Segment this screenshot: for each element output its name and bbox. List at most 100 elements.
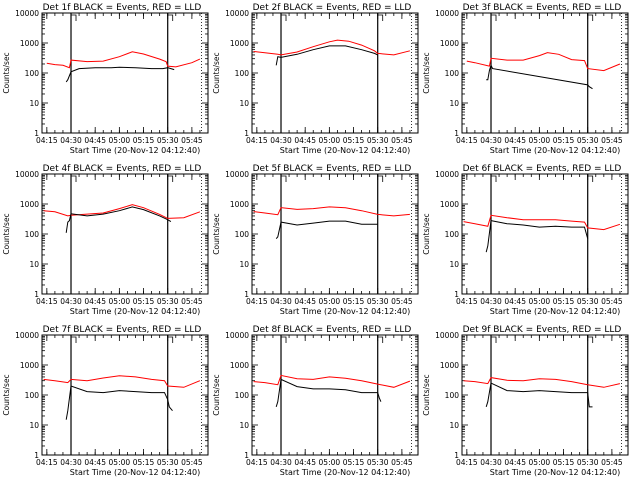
series-line-events (275, 378, 382, 408)
y-tick-label: 100 (25, 69, 40, 78)
y-tick-label: 10000 (225, 170, 249, 179)
marker-flag (167, 14, 174, 21)
y-tick-label: 10 (29, 421, 39, 430)
series-line-events (65, 206, 172, 233)
y-tick-label: 10 (449, 421, 459, 430)
marker-flag (377, 336, 384, 343)
x-tick-label: 05:00 (319, 458, 341, 467)
y-tick-label: 10000 (435, 9, 459, 18)
x-tick-label: 05:30 (577, 458, 599, 467)
plot-frame (41, 173, 209, 295)
x-tick-label: 05:45 (181, 458, 203, 467)
series-line-events (485, 382, 593, 408)
series-line-lld (463, 214, 621, 231)
y-tick-label: 10 (29, 260, 39, 269)
y-tick-label: 1000 (440, 200, 459, 209)
y-tick-label: 1 (34, 451, 39, 460)
plot-frame (461, 173, 629, 295)
x-tick-label: 05:00 (319, 297, 341, 306)
x-tick-label: 05:45 (391, 458, 413, 467)
x-tick-label: 04:15 (36, 297, 58, 306)
y-tick-label: 100 (445, 391, 460, 400)
x-tick-label: 05:30 (367, 297, 389, 306)
y-tick-label: 1000 (440, 361, 459, 370)
x-tick-label: 04:45 (504, 136, 526, 145)
y-axis-label: Counts/sec (2, 213, 11, 254)
x-tick-label: 04:45 (504, 297, 526, 306)
x-tick-label: 05:15 (133, 297, 155, 306)
y-tick-label: 10 (29, 99, 39, 108)
x-axis-label: Start Time (20-Nov-12 04:12:40) (70, 468, 200, 477)
panel-title: Det 9f BLACK = Events, RED = LLD (463, 325, 622, 335)
marker-flag (491, 14, 497, 21)
x-tick-label: 04:30 (60, 136, 82, 145)
x-tick-label: 04:30 (270, 458, 292, 467)
y-axis-label: Counts/sec (2, 52, 11, 93)
x-tick-label: 05:45 (601, 297, 623, 306)
x-tick-label: 04:15 (456, 458, 478, 467)
series-line-events (65, 66, 175, 83)
x-tick-label: 04:15 (246, 136, 268, 145)
x-tick-label: 04:45 (84, 136, 106, 145)
y-tick-label: 10000 (15, 170, 39, 179)
series-line-events (486, 63, 593, 90)
y-tick-label: 100 (445, 230, 460, 239)
x-tick-label: 05:15 (133, 458, 155, 467)
x-tick-label: 04:30 (480, 297, 502, 306)
y-axis-label: Counts/sec (422, 374, 431, 415)
marker-flag (71, 336, 77, 343)
series-line-events (65, 385, 173, 420)
x-axis-label: Start Time (20-Nov-12 04:12:40) (70, 307, 200, 316)
x-tick-label: 05:45 (181, 297, 203, 306)
x-tick-label: 04:45 (294, 458, 316, 467)
x-tick-label: 04:45 (294, 136, 316, 145)
x-tick-label: 04:15 (456, 136, 478, 145)
x-tick-label: 04:30 (480, 458, 502, 467)
y-tick-label: 10 (239, 421, 249, 430)
x-tick-label: 04:30 (480, 136, 502, 145)
x-tick-label: 04:45 (504, 458, 526, 467)
x-tick-label: 05:15 (553, 458, 575, 467)
y-tick-label: 1 (244, 290, 249, 299)
series-line-lld (43, 375, 201, 388)
x-axis-label: Start Time (20-Nov-12 04:12:40) (70, 146, 200, 155)
x-tick-label: 04:15 (246, 458, 268, 467)
x-tick-label: 05:30 (367, 458, 389, 467)
y-tick-label: 100 (445, 69, 460, 78)
y-tick-label: 10 (449, 260, 459, 269)
x-tick-label: 05:15 (133, 136, 155, 145)
x-tick-label: 05:15 (553, 297, 575, 306)
series-line-lld (46, 51, 201, 69)
series-line-events (275, 220, 378, 239)
marker-flag (377, 14, 384, 21)
x-tick-label: 05:00 (109, 297, 131, 306)
x-tick-label: 05:00 (109, 458, 131, 467)
marker-flag (281, 14, 287, 21)
x-tick-label: 05:45 (181, 136, 203, 145)
marker-flag (587, 14, 594, 21)
x-tick-label: 04:30 (270, 136, 292, 145)
panel-title: Det 5f BLACK = Events, RED = LLD (253, 164, 412, 174)
x-axis-label: Start Time (20-Nov-12 04:12:40) (280, 146, 410, 155)
y-tick-label: 100 (235, 391, 250, 400)
x-tick-label: 05:15 (553, 136, 575, 145)
plot-frame (41, 12, 209, 134)
x-tick-label: 05:15 (343, 136, 365, 145)
y-tick-label: 1000 (440, 39, 459, 48)
series-line-lld (253, 206, 410, 217)
x-axis-label: Start Time (20-Nov-12 04:12:40) (490, 468, 620, 477)
marker-flag (71, 175, 77, 182)
plot-frame (41, 334, 209, 456)
x-axis-label: Start Time (20-Nov-12 04:12:40) (280, 468, 410, 477)
x-tick-label: 05:30 (577, 297, 599, 306)
x-tick-label: 04:15 (36, 136, 58, 145)
marker-flag (491, 336, 497, 343)
series-line-lld (43, 204, 201, 219)
marker-flag (587, 175, 594, 182)
x-tick-label: 04:30 (270, 297, 292, 306)
y-tick-label: 1000 (20, 361, 39, 370)
y-tick-label: 1000 (230, 200, 249, 209)
x-tick-label: 04:45 (84, 297, 106, 306)
y-tick-label: 1000 (230, 39, 249, 48)
marker-flag (71, 14, 77, 21)
